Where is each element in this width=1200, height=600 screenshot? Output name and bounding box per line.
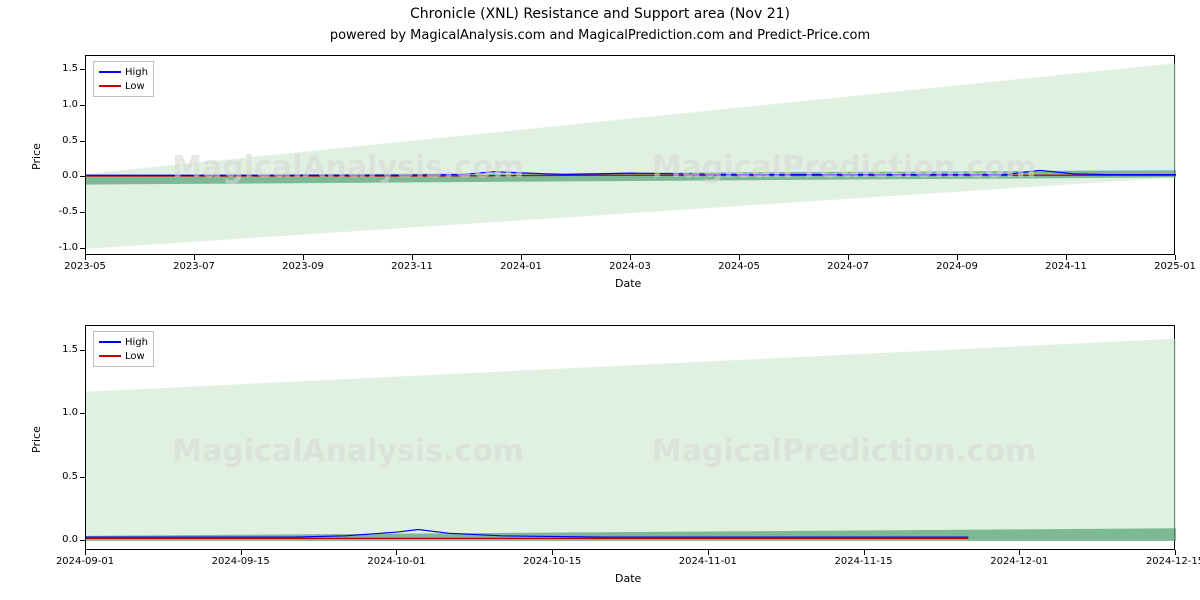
ytick xyxy=(80,248,85,249)
x-axis-label: Date xyxy=(615,572,641,585)
chart-subtitle: powered by MagicalAnalysis.com and Magic… xyxy=(0,28,1200,43)
ytick-label: 1.0 xyxy=(40,407,78,418)
ytick xyxy=(80,413,85,414)
y-axis-label: Price xyxy=(30,426,43,453)
x-axis-label: Date xyxy=(615,277,641,290)
xtick-label: 2024-10-15 xyxy=(523,556,581,567)
xtick xyxy=(848,255,849,260)
xtick-label: 2023-11 xyxy=(391,261,433,272)
xtick xyxy=(241,550,242,555)
xtick xyxy=(552,550,553,555)
chart-panel-bottom xyxy=(85,325,1175,550)
xtick xyxy=(1019,550,1020,555)
xtick xyxy=(739,255,740,260)
legend-swatch xyxy=(99,341,121,343)
xtick-label: 2024-01 xyxy=(500,261,542,272)
xtick xyxy=(1175,550,1176,555)
xtick-label: 2024-11-15 xyxy=(835,556,893,567)
xtick-label: 2024-09 xyxy=(936,261,978,272)
legend-swatch xyxy=(99,355,121,357)
ytick xyxy=(80,212,85,213)
chart-plot-top xyxy=(86,56,1176,256)
xtick xyxy=(1066,255,1067,260)
ytick xyxy=(80,477,85,478)
legend-label: High xyxy=(125,67,148,78)
xtick-label: 2024-11-01 xyxy=(679,556,737,567)
ytick-label: 1.5 xyxy=(40,344,78,355)
ytick xyxy=(80,105,85,106)
legend-swatch xyxy=(99,85,121,87)
legend: High Low xyxy=(93,61,154,97)
legend-label: Low xyxy=(125,351,145,362)
xtick-label: 2023-07 xyxy=(173,261,215,272)
xtick-label: 2024-03 xyxy=(609,261,651,272)
xtick-label: 2024-05 xyxy=(718,261,760,272)
ytick-label: 1.0 xyxy=(40,99,78,110)
legend-label: Low xyxy=(125,81,145,92)
ytick-label: -1.0 xyxy=(40,242,78,253)
xtick xyxy=(412,255,413,260)
xtick-label: 2024-10-01 xyxy=(367,556,425,567)
legend-item: High xyxy=(99,65,148,79)
ytick xyxy=(80,141,85,142)
chart-title: Chronicle (XNL) Resistance and Support a… xyxy=(0,6,1200,22)
xtick-label: 2023-05 xyxy=(64,261,106,272)
ytick-label: 1.5 xyxy=(40,63,78,74)
xtick-label: 2024-11 xyxy=(1045,261,1087,272)
xtick xyxy=(85,550,86,555)
xtick-label: 2024-07 xyxy=(827,261,869,272)
y-axis-label: Price xyxy=(30,143,43,170)
xtick-label: 2023-09 xyxy=(282,261,324,272)
figure: Chronicle (XNL) Resistance and Support a… xyxy=(0,0,1200,600)
ytick-label: 0.0 xyxy=(40,534,78,545)
ytick xyxy=(80,350,85,351)
ytick xyxy=(80,540,85,541)
xtick xyxy=(630,255,631,260)
xtick-label: 2025-01 xyxy=(1154,261,1196,272)
xtick xyxy=(396,550,397,555)
xtick xyxy=(194,255,195,260)
xtick-label: 2024-12-15 xyxy=(1146,556,1200,567)
ytick-label: 0.5 xyxy=(40,471,78,482)
legend-item: High xyxy=(99,335,148,349)
legend-item: Low xyxy=(99,349,148,363)
ytick-label: 0.0 xyxy=(40,170,78,181)
chart-panel-top xyxy=(85,55,1175,255)
xtick xyxy=(521,255,522,260)
legend-item: Low xyxy=(99,79,148,93)
ytick-label: -0.5 xyxy=(40,206,78,217)
legend-label: High xyxy=(125,337,148,348)
legend-swatch xyxy=(99,71,121,73)
legend: High Low xyxy=(93,331,154,367)
xtick-label: 2024-12-01 xyxy=(990,556,1048,567)
ytick-label: 0.5 xyxy=(40,135,78,146)
xtick-label: 2024-09-01 xyxy=(56,556,114,567)
xtick xyxy=(85,255,86,260)
ytick xyxy=(80,69,85,70)
xtick xyxy=(708,550,709,555)
ytick xyxy=(80,176,85,177)
xtick xyxy=(1175,255,1176,260)
chart-plot-bottom xyxy=(86,326,1176,551)
xtick-label: 2024-09-15 xyxy=(212,556,270,567)
xtick xyxy=(957,255,958,260)
xtick xyxy=(303,255,304,260)
xtick xyxy=(864,550,865,555)
